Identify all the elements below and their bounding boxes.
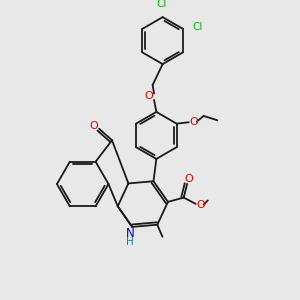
Text: O: O	[90, 122, 98, 131]
Text: Cl: Cl	[156, 0, 166, 9]
Text: O: O	[189, 117, 198, 127]
Text: O: O	[145, 92, 153, 101]
Text: H: H	[126, 237, 134, 247]
Text: O: O	[184, 174, 193, 184]
Text: N: N	[125, 227, 134, 240]
Text: O: O	[196, 200, 205, 210]
Text: Cl: Cl	[192, 22, 203, 32]
